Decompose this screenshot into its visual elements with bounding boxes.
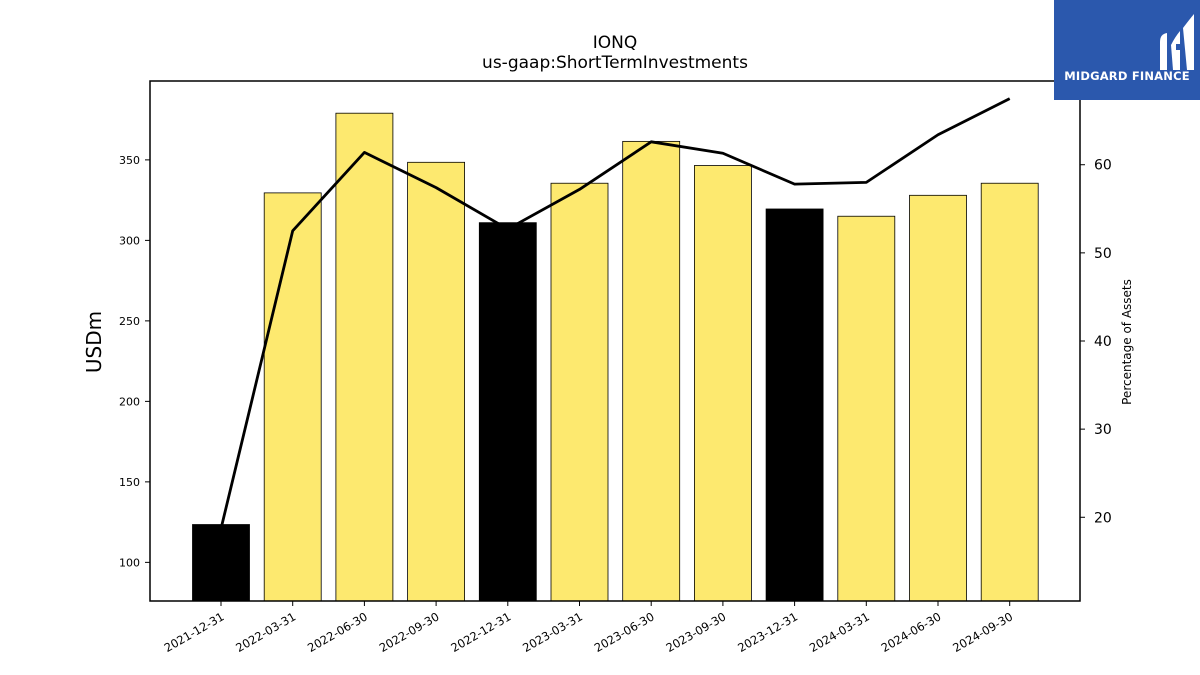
x-tick-label: 2022-06-30: [305, 609, 370, 655]
midgard-logo-icon: [1160, 14, 1194, 70]
x-axis: 2021-12-31 2022-03-31 2022-06-30 2022-09-30…: [162, 601, 1015, 655]
x-tick-label: 2023-12-31: [735, 609, 800, 655]
chart-subtitle: us-gaap:ShortTermInvestments: [482, 53, 748, 73]
bar-2022-03-31: [263, 192, 322, 602]
y2-axis: 20 30 40 50 60: [1080, 158, 1112, 526]
bar-2023-12-31: [765, 208, 824, 602]
y-axis: 100 150 200 250 300 350: [119, 154, 150, 569]
midgard-logo: MIDGARD FINANCE: [1054, 0, 1200, 100]
y2-tick-label: 50: [1094, 246, 1112, 262]
x-tick-label: 2022-09-30: [377, 609, 442, 655]
bar-2023-09-30: [694, 165, 752, 602]
x-tick-label: 2024-09-30: [950, 609, 1015, 655]
x-tick-label: 2023-09-30: [664, 609, 729, 655]
bar-2022-12-31: [478, 222, 537, 602]
y2-tick-label: 60: [1094, 158, 1112, 174]
y-tick-label: 300: [119, 234, 140, 247]
bar-2022-06-30: [335, 112, 394, 602]
y2-axis-label: Percentage of Assets: [1120, 279, 1134, 405]
bar-2021-12-31: [192, 524, 250, 602]
bar-2024-06-30: [909, 194, 967, 602]
x-tick-label: 2021-12-31: [162, 609, 227, 655]
y-tick-label: 250: [119, 315, 140, 328]
bar-group: [192, 112, 1039, 602]
y-tick-label: 200: [119, 395, 140, 408]
y-axis-label: USDm: [82, 311, 106, 373]
percentage-line: [219, 97, 1011, 530]
y2-tick-label: 40: [1094, 334, 1112, 350]
line-group: [219, 97, 1011, 530]
x-tick-label: 2024-06-30: [879, 609, 944, 655]
bar-2023-06-30: [622, 140, 681, 602]
y2-tick-label: 20: [1094, 510, 1112, 526]
y2-tick-label: 30: [1094, 422, 1112, 438]
bar-2024-03-31: [837, 215, 896, 602]
x-tick-label: 2023-06-30: [592, 609, 657, 655]
x-tick-label: 2022-12-31: [448, 609, 513, 655]
logo-text: MIDGARD FINANCE: [1064, 69, 1190, 83]
bar-2024-09-30: [980, 182, 1039, 602]
y-tick-label: 100: [119, 556, 140, 569]
y-tick-label: 150: [119, 476, 140, 489]
bar-2023-03-31: [550, 182, 609, 602]
x-tick-label: 2023-03-31: [520, 609, 585, 655]
bar-2022-09-30: [407, 161, 466, 602]
y-tick-label: 350: [119, 154, 140, 167]
x-tick-label: 2024-03-31: [807, 609, 872, 655]
chart-title: IONQ: [593, 33, 638, 53]
x-tick-label: 2022-03-31: [233, 609, 298, 655]
